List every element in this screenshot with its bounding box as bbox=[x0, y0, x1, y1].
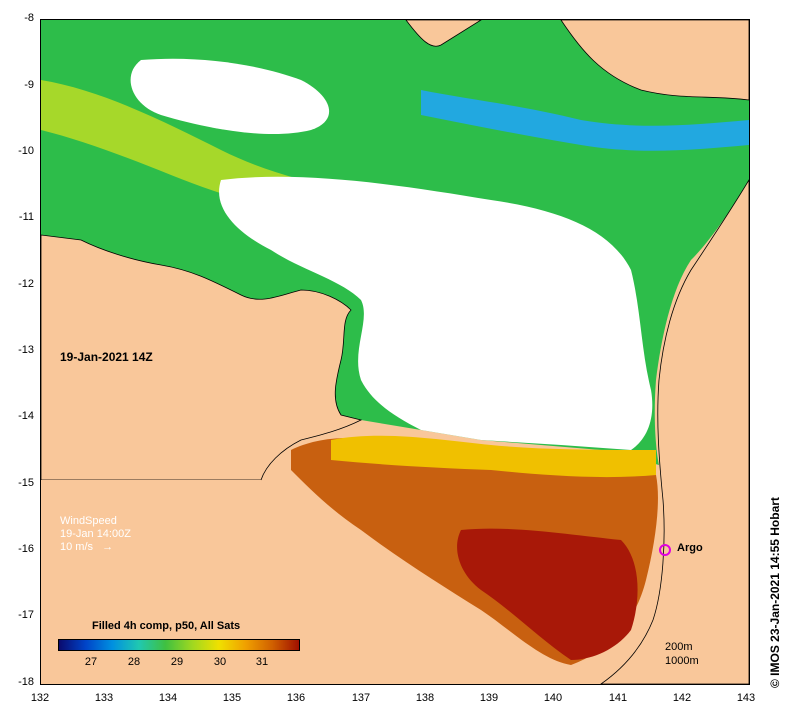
x-tick-label: 132 bbox=[30, 692, 50, 704]
colorbar-tick: 29 bbox=[170, 656, 184, 668]
wind-arrow-icon: → bbox=[102, 541, 114, 553]
map-area bbox=[40, 19, 750, 685]
cloud-gap-main bbox=[219, 176, 653, 451]
y-tick-label: -16 bbox=[18, 543, 34, 555]
sst-map bbox=[41, 20, 749, 684]
wind-time: 19-Jan 14:00Z bbox=[60, 528, 131, 540]
cloud-gap bbox=[130, 58, 330, 135]
y-tick-label: -17 bbox=[18, 609, 34, 621]
colorbar-tick: 27 bbox=[84, 656, 98, 668]
ocean-gulf-yellow bbox=[331, 435, 656, 478]
wind-legend: WindSpeed 19-Jan 14:00Z 10 m/s → bbox=[60, 515, 131, 554]
colorbar bbox=[58, 639, 300, 651]
wind-title: WindSpeed bbox=[60, 515, 117, 527]
x-tick-label: 136 bbox=[286, 692, 306, 704]
x-tick-label: 141 bbox=[608, 692, 628, 704]
y-tick-label: -8 bbox=[24, 12, 34, 24]
colorbar-tick: 28 bbox=[127, 656, 141, 668]
y-tick-label: -13 bbox=[18, 344, 34, 356]
y-tick-label: -10 bbox=[18, 145, 34, 157]
date-label: 19-Jan-2021 14Z bbox=[60, 350, 153, 364]
y-tick-label: -9 bbox=[24, 79, 34, 91]
x-tick-label: 140 bbox=[543, 692, 563, 704]
colorbar-tick: 31 bbox=[255, 656, 269, 668]
argo-marker-icon bbox=[659, 544, 671, 556]
y-tick-label: -12 bbox=[18, 278, 34, 290]
ocean-blue-band bbox=[421, 90, 749, 151]
land-new-guinea-east bbox=[560, 20, 749, 101]
x-tick-label: 143 bbox=[736, 692, 756, 704]
y-tick-label: -14 bbox=[18, 410, 34, 422]
land-cape-york bbox=[600, 179, 749, 684]
x-tick-label: 135 bbox=[222, 692, 242, 704]
credit-text: © IMOS 23-Jan-2021 14:55 Hobart bbox=[768, 497, 782, 688]
legend-title: Filled 4h comp, p50, All Sats bbox=[92, 620, 241, 632]
x-tick-label: 133 bbox=[94, 692, 114, 704]
x-tick-label: 134 bbox=[158, 692, 178, 704]
land-arnhem bbox=[41, 234, 363, 481]
wind-scale: 10 m/s → bbox=[60, 541, 131, 554]
depth-1000-label: 1000m bbox=[665, 655, 699, 667]
y-tick-label: -15 bbox=[18, 477, 34, 489]
y-tick-label: -18 bbox=[18, 676, 34, 688]
land-new-guinea bbox=[405, 20, 482, 47]
land-south-west bbox=[41, 480, 581, 684]
x-tick-label: 137 bbox=[351, 692, 371, 704]
x-tick-label: 138 bbox=[415, 692, 435, 704]
argo-label: Argo bbox=[677, 542, 703, 554]
depth-200-label: 200m bbox=[665, 641, 693, 653]
colorbar-tick: 30 bbox=[213, 656, 227, 668]
y-tick-label: -11 bbox=[18, 211, 34, 223]
x-tick-label: 142 bbox=[672, 692, 692, 704]
wind-scale-label: 10 m/s bbox=[60, 541, 94, 553]
x-tick-label: 139 bbox=[479, 692, 499, 704]
ocean-gulf-hot bbox=[457, 528, 638, 660]
